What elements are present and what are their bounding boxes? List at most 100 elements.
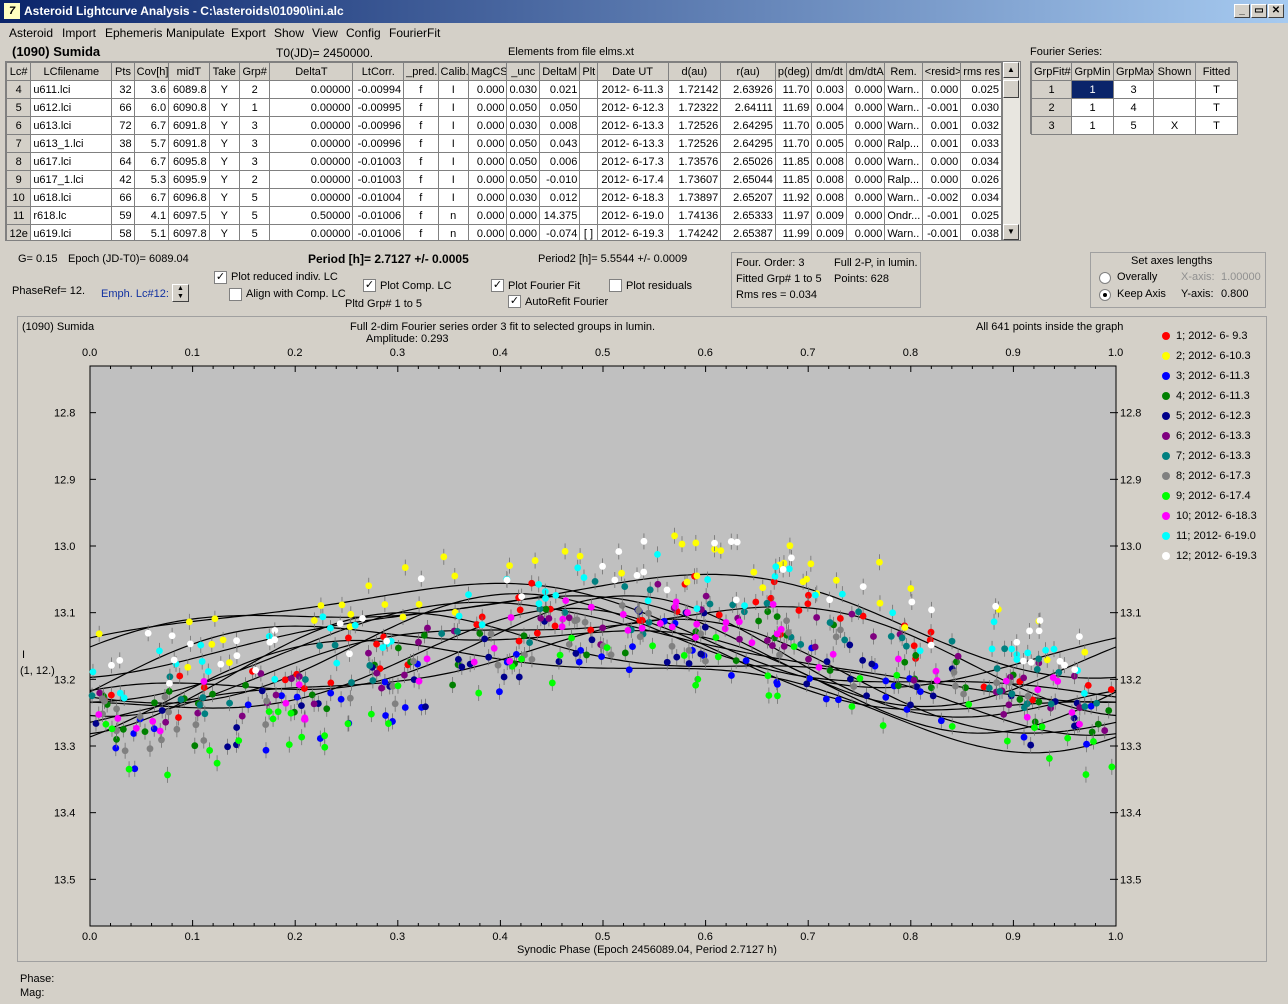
table-cell[interactable]: 11.92 bbox=[774, 188, 813, 207]
emph-spinner[interactable]: ▲ ▼ bbox=[172, 284, 189, 302]
table-cell[interactable]: 6.0 bbox=[133, 98, 170, 117]
table-row[interactable]: 11 r618.lc 59 4.1 6097.5 Y 5 0.50000 -0.01006 f n 0… bbox=[6, 206, 1002, 225]
close-button[interactable]: ✕ bbox=[1268, 4, 1284, 18]
table-cell[interactable]: 0.001 bbox=[921, 134, 962, 153]
table-cell[interactable]: 2 bbox=[238, 80, 271, 99]
row-header[interactable]: 1 bbox=[1031, 80, 1072, 99]
lc-column-header[interactable]: Plt bbox=[579, 62, 598, 81]
table-cell[interactable]: 11.99 bbox=[774, 224, 813, 240]
table-cell[interactable]: Y bbox=[208, 224, 240, 240]
table-cell[interactable]: 3 bbox=[238, 116, 271, 135]
table-cell[interactable]: 59 bbox=[111, 206, 135, 225]
table-cell[interactable]: 14.375 bbox=[538, 206, 581, 225]
menu-ephemeris[interactable]: Ephemeris bbox=[105, 26, 163, 40]
menu-config[interactable]: Config bbox=[346, 26, 381, 40]
table-cell[interactable]: 0.030 bbox=[506, 80, 540, 99]
table-row[interactable]: 12e u619.lci 58 5.1 6097.8 Y 5 0.00000 -0.01006 f… bbox=[6, 224, 1002, 240]
table-cell[interactable]: 2.65333 bbox=[720, 206, 776, 225]
table-cell[interactable]: -0.00996 bbox=[352, 134, 405, 153]
table-cell[interactable]: 0.000 bbox=[467, 206, 508, 225]
fourier-column-header[interactable]: Shown bbox=[1153, 62, 1196, 81]
table-cell[interactable]: Warn.. bbox=[884, 188, 923, 207]
table-cell[interactable]: 11.70 bbox=[774, 134, 813, 153]
lc-column-header[interactable]: Rem. bbox=[884, 62, 923, 81]
table-cell[interactable]: 6096.8 bbox=[168, 188, 210, 207]
table-cell[interactable]: 42 bbox=[111, 170, 135, 189]
lightcurve-table[interactable]: Lc# LCfilename Pts Cov[h] midT Take Grp# DeltaT… bbox=[6, 62, 1002, 240]
table-cell[interactable]: 6095.8 bbox=[168, 152, 210, 171]
table-cell[interactable]: 66 bbox=[111, 188, 135, 207]
table-cell[interactable]: 0.004 bbox=[811, 98, 847, 117]
table-cell[interactable]: 6089.8 bbox=[168, 80, 210, 99]
table-cell[interactable]: 11.85 bbox=[774, 170, 813, 189]
table-cell[interactable]: 2012- 6-18.3 bbox=[596, 188, 669, 207]
table-row[interactable]: 4 u611.lci 32 3.6 6089.8 Y 2 0.00000 -0.00994 f I 0… bbox=[6, 80, 1002, 99]
table-cell[interactable]: r618.lc bbox=[30, 206, 113, 225]
minimize-button[interactable]: _ bbox=[1234, 4, 1250, 18]
table-cell[interactable]: 1 bbox=[1071, 80, 1114, 99]
table-row[interactable]: 6 u613.lci 72 6.7 6091.8 Y 3 0.00000 -0.00996 f I 0… bbox=[6, 116, 1002, 135]
table-cell[interactable]: 2012- 6-12.3 bbox=[596, 98, 669, 117]
table-cell[interactable]: 2012- 6-13.3 bbox=[596, 116, 669, 135]
table-cell[interactable]: 6097.8 bbox=[168, 224, 210, 240]
table-cell[interactable]: -0.01006 bbox=[352, 206, 405, 225]
row-header[interactable]: 3 bbox=[1031, 116, 1072, 135]
lc-column-header[interactable]: _pred. bbox=[403, 62, 439, 81]
fourier-column-header[interactable]: GrpMax bbox=[1113, 62, 1154, 81]
plot-residuals-checkbox[interactable] bbox=[609, 279, 622, 292]
table-cell[interactable]: 0.000 bbox=[845, 116, 886, 135]
table-cell[interactable]: 0.00000 bbox=[269, 134, 354, 153]
table-cell[interactable]: 0.050 bbox=[506, 98, 540, 117]
table-cell[interactable]: 0.030 bbox=[960, 98, 1002, 117]
table-cell[interactable]: [ ] bbox=[579, 224, 598, 240]
table-cell[interactable]: 0.000 bbox=[506, 206, 540, 225]
table-cell[interactable]: Warn.. bbox=[884, 152, 923, 171]
table-row[interactable]: 5 u612.lci 66 6.0 6090.8 Y 1 0.00000 -0.00995 f I 0… bbox=[6, 98, 1002, 117]
lc-column-header[interactable]: dm/dt bbox=[811, 62, 847, 81]
table-cell[interactable]: 6.7 bbox=[133, 116, 170, 135]
table-cell[interactable]: 0.033 bbox=[960, 134, 1002, 153]
table-cell[interactable]: 11.69 bbox=[774, 98, 813, 117]
table-row[interactable]: 9 u617_1.lci 42 5.3 6095.9 Y 2 0.00000 -0.01003 f… bbox=[6, 170, 1002, 189]
table-cell[interactable]: 0.000 bbox=[845, 80, 886, 99]
lc-column-header[interactable]: Grp# bbox=[238, 62, 271, 81]
table-cell[interactable]: u617_1.lci bbox=[30, 170, 113, 189]
lc-column-header[interactable]: Calib. bbox=[437, 62, 469, 81]
menu-fourierfit[interactable]: FourierFit bbox=[389, 26, 441, 40]
row-header[interactable]: 11 bbox=[6, 206, 32, 225]
table-cell[interactable]: 5 bbox=[238, 224, 271, 240]
table-cell[interactable]: 0.003 bbox=[811, 80, 847, 99]
table-cell[interactable]: 1.72322 bbox=[667, 98, 722, 117]
lc-column-header[interactable]: MagCS bbox=[467, 62, 508, 81]
table-cell[interactable]: I bbox=[437, 98, 469, 117]
table-cell[interactable]: -0.002 bbox=[921, 188, 962, 207]
table-cell[interactable]: 0.000 bbox=[845, 224, 886, 240]
table-cell[interactable]: 0.000 bbox=[845, 206, 886, 225]
table-cell[interactable]: 5.1 bbox=[133, 224, 170, 240]
menu-import[interactable]: Import bbox=[62, 26, 97, 40]
table-cell[interactable]: 11.85 bbox=[774, 152, 813, 171]
table-cell[interactable]: 2012- 6-17.3 bbox=[596, 152, 669, 171]
menu-show[interactable]: Show bbox=[274, 26, 305, 40]
plot-reduced-checkbox[interactable]: ✓ bbox=[214, 271, 227, 284]
lc-column-header[interactable]: p(deg) bbox=[774, 62, 813, 81]
app-icon[interactable]: 7 bbox=[4, 3, 20, 19]
fourier-column-header[interactable]: GrpFit# bbox=[1031, 62, 1072, 81]
lc-column-header[interactable]: DeltaT bbox=[269, 62, 354, 81]
table-cell[interactable]: 11.70 bbox=[774, 80, 813, 99]
menu-manipulate[interactable]: Manipulate bbox=[166, 26, 225, 40]
table-cell[interactable]: Y bbox=[208, 98, 240, 117]
table-cell[interactable]: 3.6 bbox=[133, 80, 170, 99]
table-cell[interactable]: 0.00000 bbox=[269, 116, 354, 135]
row-header[interactable]: 12e bbox=[6, 224, 32, 240]
table-cell[interactable]: Warn.. bbox=[884, 224, 923, 240]
table-cell[interactable]: Y bbox=[208, 152, 240, 171]
table-cell[interactable]: 1.73897 bbox=[667, 188, 722, 207]
table-row[interactable]: 7 u613_1.lci 38 5.7 6091.8 Y 3 0.00000 -0.00996 f… bbox=[6, 134, 1002, 153]
table-cell[interactable]: u613_1.lci bbox=[30, 134, 113, 153]
table-cell[interactable]: T bbox=[1195, 116, 1238, 135]
table-cell[interactable]: 0.030 bbox=[506, 116, 540, 135]
table-cell[interactable]: 0.000 bbox=[467, 170, 508, 189]
lc-column-header[interactable]: Pts bbox=[111, 62, 135, 81]
